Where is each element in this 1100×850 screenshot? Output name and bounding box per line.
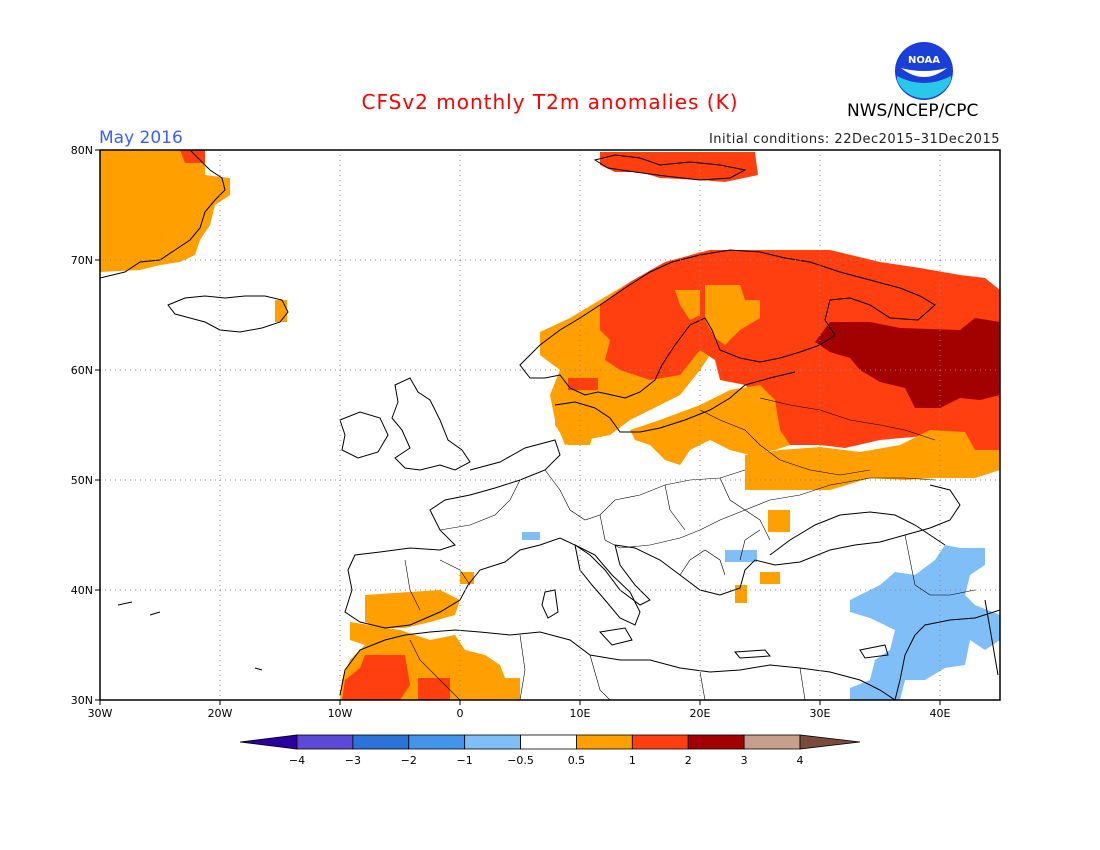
gridlines — [100, 150, 1000, 700]
coast-crete — [733, 649, 772, 659]
legend-label: −4 — [289, 754, 305, 767]
x-tick-label: 20W — [208, 707, 233, 720]
coast-mainland-west — [344, 439, 961, 629]
legend-label: 0.5 — [568, 754, 586, 767]
anomaly-norway-orange — [675, 290, 700, 320]
y-axis-labels: 80N 70N 60N 50N 40N 30N — [71, 144, 93, 707]
anomaly-morocco-red — [342, 655, 410, 700]
x-tick-label: 30E — [810, 707, 831, 720]
x-tick-label: 10W — [328, 707, 353, 720]
coast-levant — [894, 609, 1000, 700]
anomaly-svalbard — [600, 152, 758, 182]
anomaly-biscay-blue — [522, 532, 540, 540]
anomaly-turkey-blue — [850, 545, 1000, 700]
coast-greenland — [100, 150, 226, 279]
anomaly-russia-orange — [745, 430, 1000, 490]
legend-swatch — [576, 734, 633, 750]
anomaly-iberia-orange — [365, 590, 460, 628]
legend-label: 1 — [629, 754, 636, 767]
anomaly-norway-red-patch — [568, 378, 598, 390]
legend-label: 2 — [685, 754, 692, 767]
legend-swatch — [743, 734, 801, 750]
anomaly-iceland — [275, 300, 287, 322]
forecast-month: May 2016 — [99, 128, 183, 148]
anomaly-greenland-red — [180, 150, 205, 163]
chart-title: CFSv2 monthly T2m anomalies (K) — [361, 90, 739, 114]
anomaly-fields — [100, 150, 1000, 700]
coast-caspian — [984, 599, 999, 676]
y-tick-label: 40N — [71, 584, 93, 597]
x-tick-label: 30W — [88, 707, 113, 720]
anomaly-turkey-orange — [760, 572, 780, 584]
coast-svalbard — [593, 154, 747, 181]
initial-conditions: Initial conditions: 22Dec2015–31Dec2015 — [708, 132, 1000, 147]
x-tick-label: 10E — [570, 707, 591, 720]
anomaly-aegean-orange — [735, 585, 747, 603]
x-tick-label: 40E — [930, 707, 951, 720]
coast-scandinavia — [519, 249, 936, 399]
logo-text: NOAA — [908, 55, 940, 66]
legend-label: 4 — [797, 754, 804, 767]
coast-britain — [391, 377, 471, 471]
country-borders — [404, 397, 976, 700]
legend-swatch — [464, 734, 521, 750]
legend-swatch — [687, 734, 745, 750]
legend-swatch — [520, 734, 577, 750]
coast-iceland — [167, 295, 289, 333]
tick-marks — [95, 149, 941, 705]
anomaly-russia-darkred — [815, 318, 1000, 408]
agency-label: NWS/NCEP/CPC — [847, 101, 979, 121]
y-tick-label: 80N — [71, 144, 93, 157]
anomaly-spain-coast — [460, 572, 474, 584]
coast-ireland — [339, 411, 389, 459]
y-tick-label: 60N — [71, 364, 93, 377]
x-tick-label: 0 — [457, 707, 464, 720]
anomaly-finland-orange — [705, 285, 760, 345]
y-tick-label: 70N — [71, 254, 93, 267]
anomaly-algeria-red — [418, 678, 450, 700]
y-tick-label: 50N — [71, 474, 93, 487]
coast-sardinia — [541, 589, 559, 619]
coast-cyprus — [859, 644, 889, 659]
coast-azores — [117, 601, 263, 671]
x-tick-label: 20E — [690, 707, 711, 720]
legend-swatch — [296, 734, 354, 750]
coast-blacksea — [769, 511, 946, 556]
anomaly-greenland — [100, 150, 230, 272]
legend-swatch — [631, 734, 689, 750]
coast-sicily — [598, 627, 633, 646]
y-tick-label: 30N — [71, 694, 93, 707]
legend-arrow-left — [239, 734, 298, 750]
legend-swatch — [408, 734, 466, 750]
coast-baltic — [554, 371, 796, 433]
map-frame — [99, 149, 1001, 701]
legend-label: −3 — [345, 754, 361, 767]
noaa-logo-icon: NOAA — [895, 42, 953, 100]
legend-label: 3 — [741, 754, 748, 767]
legend-arrow-right — [799, 734, 861, 750]
legend-swatch — [352, 734, 410, 750]
legend-label: −2 — [401, 754, 417, 767]
anomaly-baltic-orange — [630, 385, 790, 465]
colorbar-legend: −4 −3 −2 −1 −0.5 0.5 1 2 3 4 — [239, 734, 861, 767]
legend-label: −1 — [457, 754, 473, 767]
legend-label: −0.5 — [507, 754, 534, 767]
anomaly-romania-orange — [768, 510, 790, 532]
coast-italy — [574, 544, 641, 626]
x-axis-labels: 30W 20W 10W 0 10E 20E 30E 40E — [88, 707, 951, 720]
